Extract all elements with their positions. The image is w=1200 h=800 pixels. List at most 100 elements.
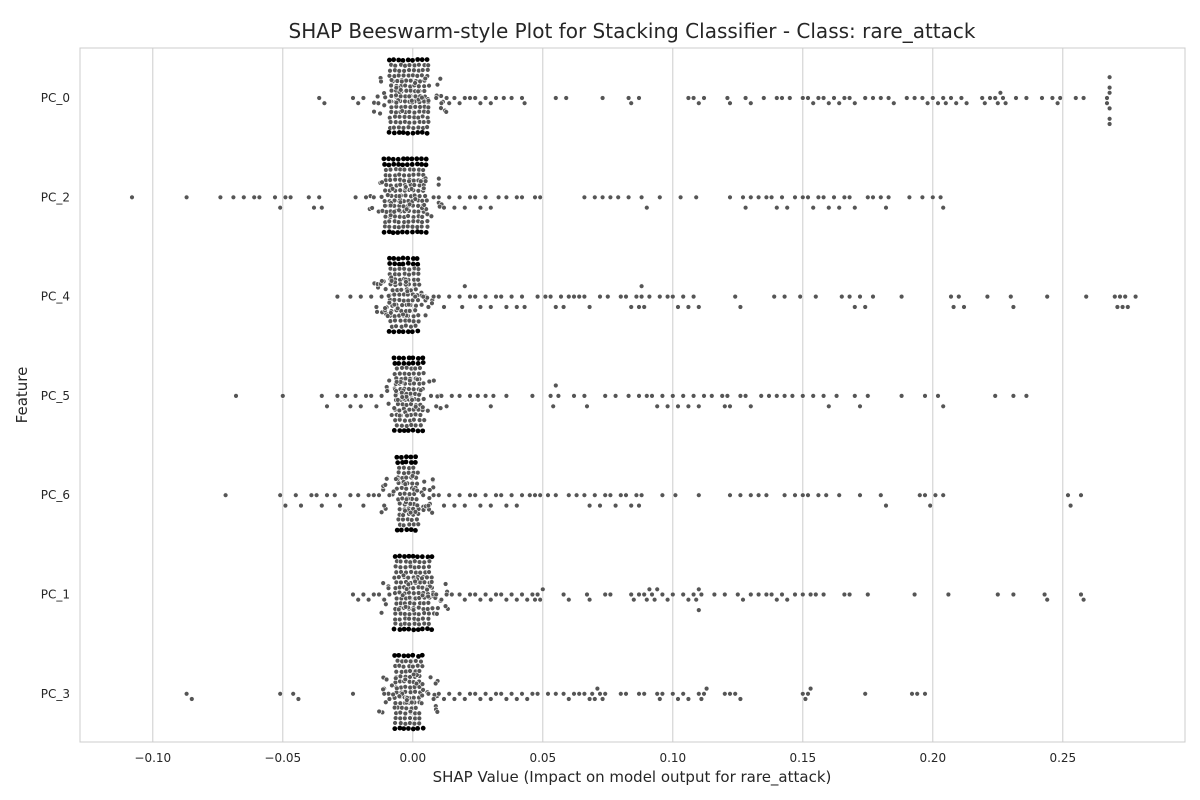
swarm-dot xyxy=(826,403,832,409)
swarm-dot xyxy=(1008,293,1014,300)
swarm-dot xyxy=(396,606,402,613)
swarm-dot xyxy=(376,708,382,715)
swarm-dot xyxy=(416,281,422,288)
swarm-dot xyxy=(508,95,515,101)
swarm-dot xyxy=(405,260,411,266)
swarm-dot xyxy=(685,596,692,603)
y-tick-label: PC_5 xyxy=(41,389,70,403)
swarm-dot xyxy=(347,492,354,498)
swarm-dot xyxy=(696,492,702,498)
swarm-dot xyxy=(919,95,926,101)
swarm-dot xyxy=(412,365,418,372)
swarm-dot xyxy=(482,492,489,498)
swarm-dot xyxy=(878,492,884,498)
swarm-dot xyxy=(797,293,803,300)
swarm-dot xyxy=(406,616,412,622)
swarm-dot xyxy=(381,156,387,162)
swarm-dot xyxy=(948,293,954,300)
swarm-dot xyxy=(789,393,796,399)
swarm-dot xyxy=(599,194,606,201)
swarm-dot xyxy=(555,393,562,399)
swarm-dot xyxy=(396,652,402,658)
swarm-dot xyxy=(482,691,489,697)
swarm-dot xyxy=(406,114,413,120)
swarm-dot xyxy=(401,156,406,162)
swarm-dot xyxy=(659,691,666,697)
swarm-dot xyxy=(421,486,427,492)
swarm-dot xyxy=(387,212,394,219)
swarm-dot xyxy=(404,423,410,429)
swarm-dot xyxy=(431,377,437,384)
swarm-dot xyxy=(396,693,403,699)
swarm-dot xyxy=(410,663,416,670)
swarm-dot xyxy=(418,302,425,308)
swarm-dot xyxy=(1125,304,1131,310)
swarm-dot xyxy=(573,492,580,498)
swarm-dot xyxy=(737,696,744,702)
swarm-dot xyxy=(519,691,525,697)
swarm-dot xyxy=(722,403,728,409)
swarm-dot xyxy=(400,460,405,465)
swarm-dot xyxy=(406,201,413,208)
swarm-dot xyxy=(383,182,389,188)
swarm-dot xyxy=(396,114,403,120)
x-tick-label: −0.10 xyxy=(134,751,171,765)
swarm-dot xyxy=(482,591,489,598)
swarm-dot xyxy=(413,303,419,309)
swarm-dot xyxy=(410,652,416,658)
swarm-dot xyxy=(435,181,442,188)
swarm-dot xyxy=(490,393,497,399)
swarm-dot xyxy=(392,67,398,73)
swarm-dot xyxy=(384,388,390,394)
swarm-dot xyxy=(217,194,224,201)
swarm-dot xyxy=(369,205,375,211)
swarm-dot xyxy=(308,492,315,498)
swarm-dot xyxy=(391,428,397,433)
swarm-dot xyxy=(425,109,431,115)
swarm-dot xyxy=(394,365,400,372)
swarm-dot xyxy=(321,100,328,106)
swarm-dot xyxy=(581,691,588,697)
swarm-dot xyxy=(456,194,463,201)
swarm-dot xyxy=(379,278,385,284)
swarm-dot xyxy=(482,393,489,399)
feature-row-pc-2 xyxy=(129,156,946,236)
swarm-dot xyxy=(415,356,421,361)
swarm-dot xyxy=(472,95,478,101)
swarm-dot xyxy=(406,553,412,559)
swarm-dot xyxy=(394,78,400,84)
swarm-dot xyxy=(407,715,413,721)
swarm-dot xyxy=(846,591,853,598)
swarm-dot xyxy=(442,581,449,587)
swarm-dot xyxy=(948,95,954,101)
swarm-dot xyxy=(392,317,398,324)
swarm-dot xyxy=(401,470,407,476)
swarm-dot xyxy=(412,196,419,202)
swarm-dot xyxy=(403,496,410,502)
swarm-dot xyxy=(414,376,421,383)
swarm-dot xyxy=(586,502,593,509)
swarm-dot xyxy=(493,492,499,498)
swarm-dot xyxy=(408,569,414,575)
swarm-dot xyxy=(391,161,397,167)
swarm-dot xyxy=(387,177,393,183)
swarm-dot xyxy=(393,119,399,125)
swarm-dot xyxy=(381,596,387,603)
swarm-dot xyxy=(419,652,425,658)
swarm-dot xyxy=(852,205,858,211)
swarm-dot xyxy=(649,393,655,399)
swarm-dot xyxy=(402,611,408,617)
swarm-dot xyxy=(711,591,718,598)
swarm-dot xyxy=(416,417,423,423)
swarm-dot xyxy=(1104,100,1110,106)
swarm-dot xyxy=(411,281,418,288)
swarm-dot xyxy=(701,691,707,697)
swarm-dot xyxy=(612,502,619,509)
swarm-dot xyxy=(1083,293,1089,300)
swarm-dot xyxy=(841,591,848,598)
swarm-dot xyxy=(391,130,397,136)
swarm-dot xyxy=(911,591,918,598)
swarm-dot xyxy=(378,293,385,300)
swarm-dot xyxy=(387,119,394,125)
swarm-dot xyxy=(391,124,397,131)
